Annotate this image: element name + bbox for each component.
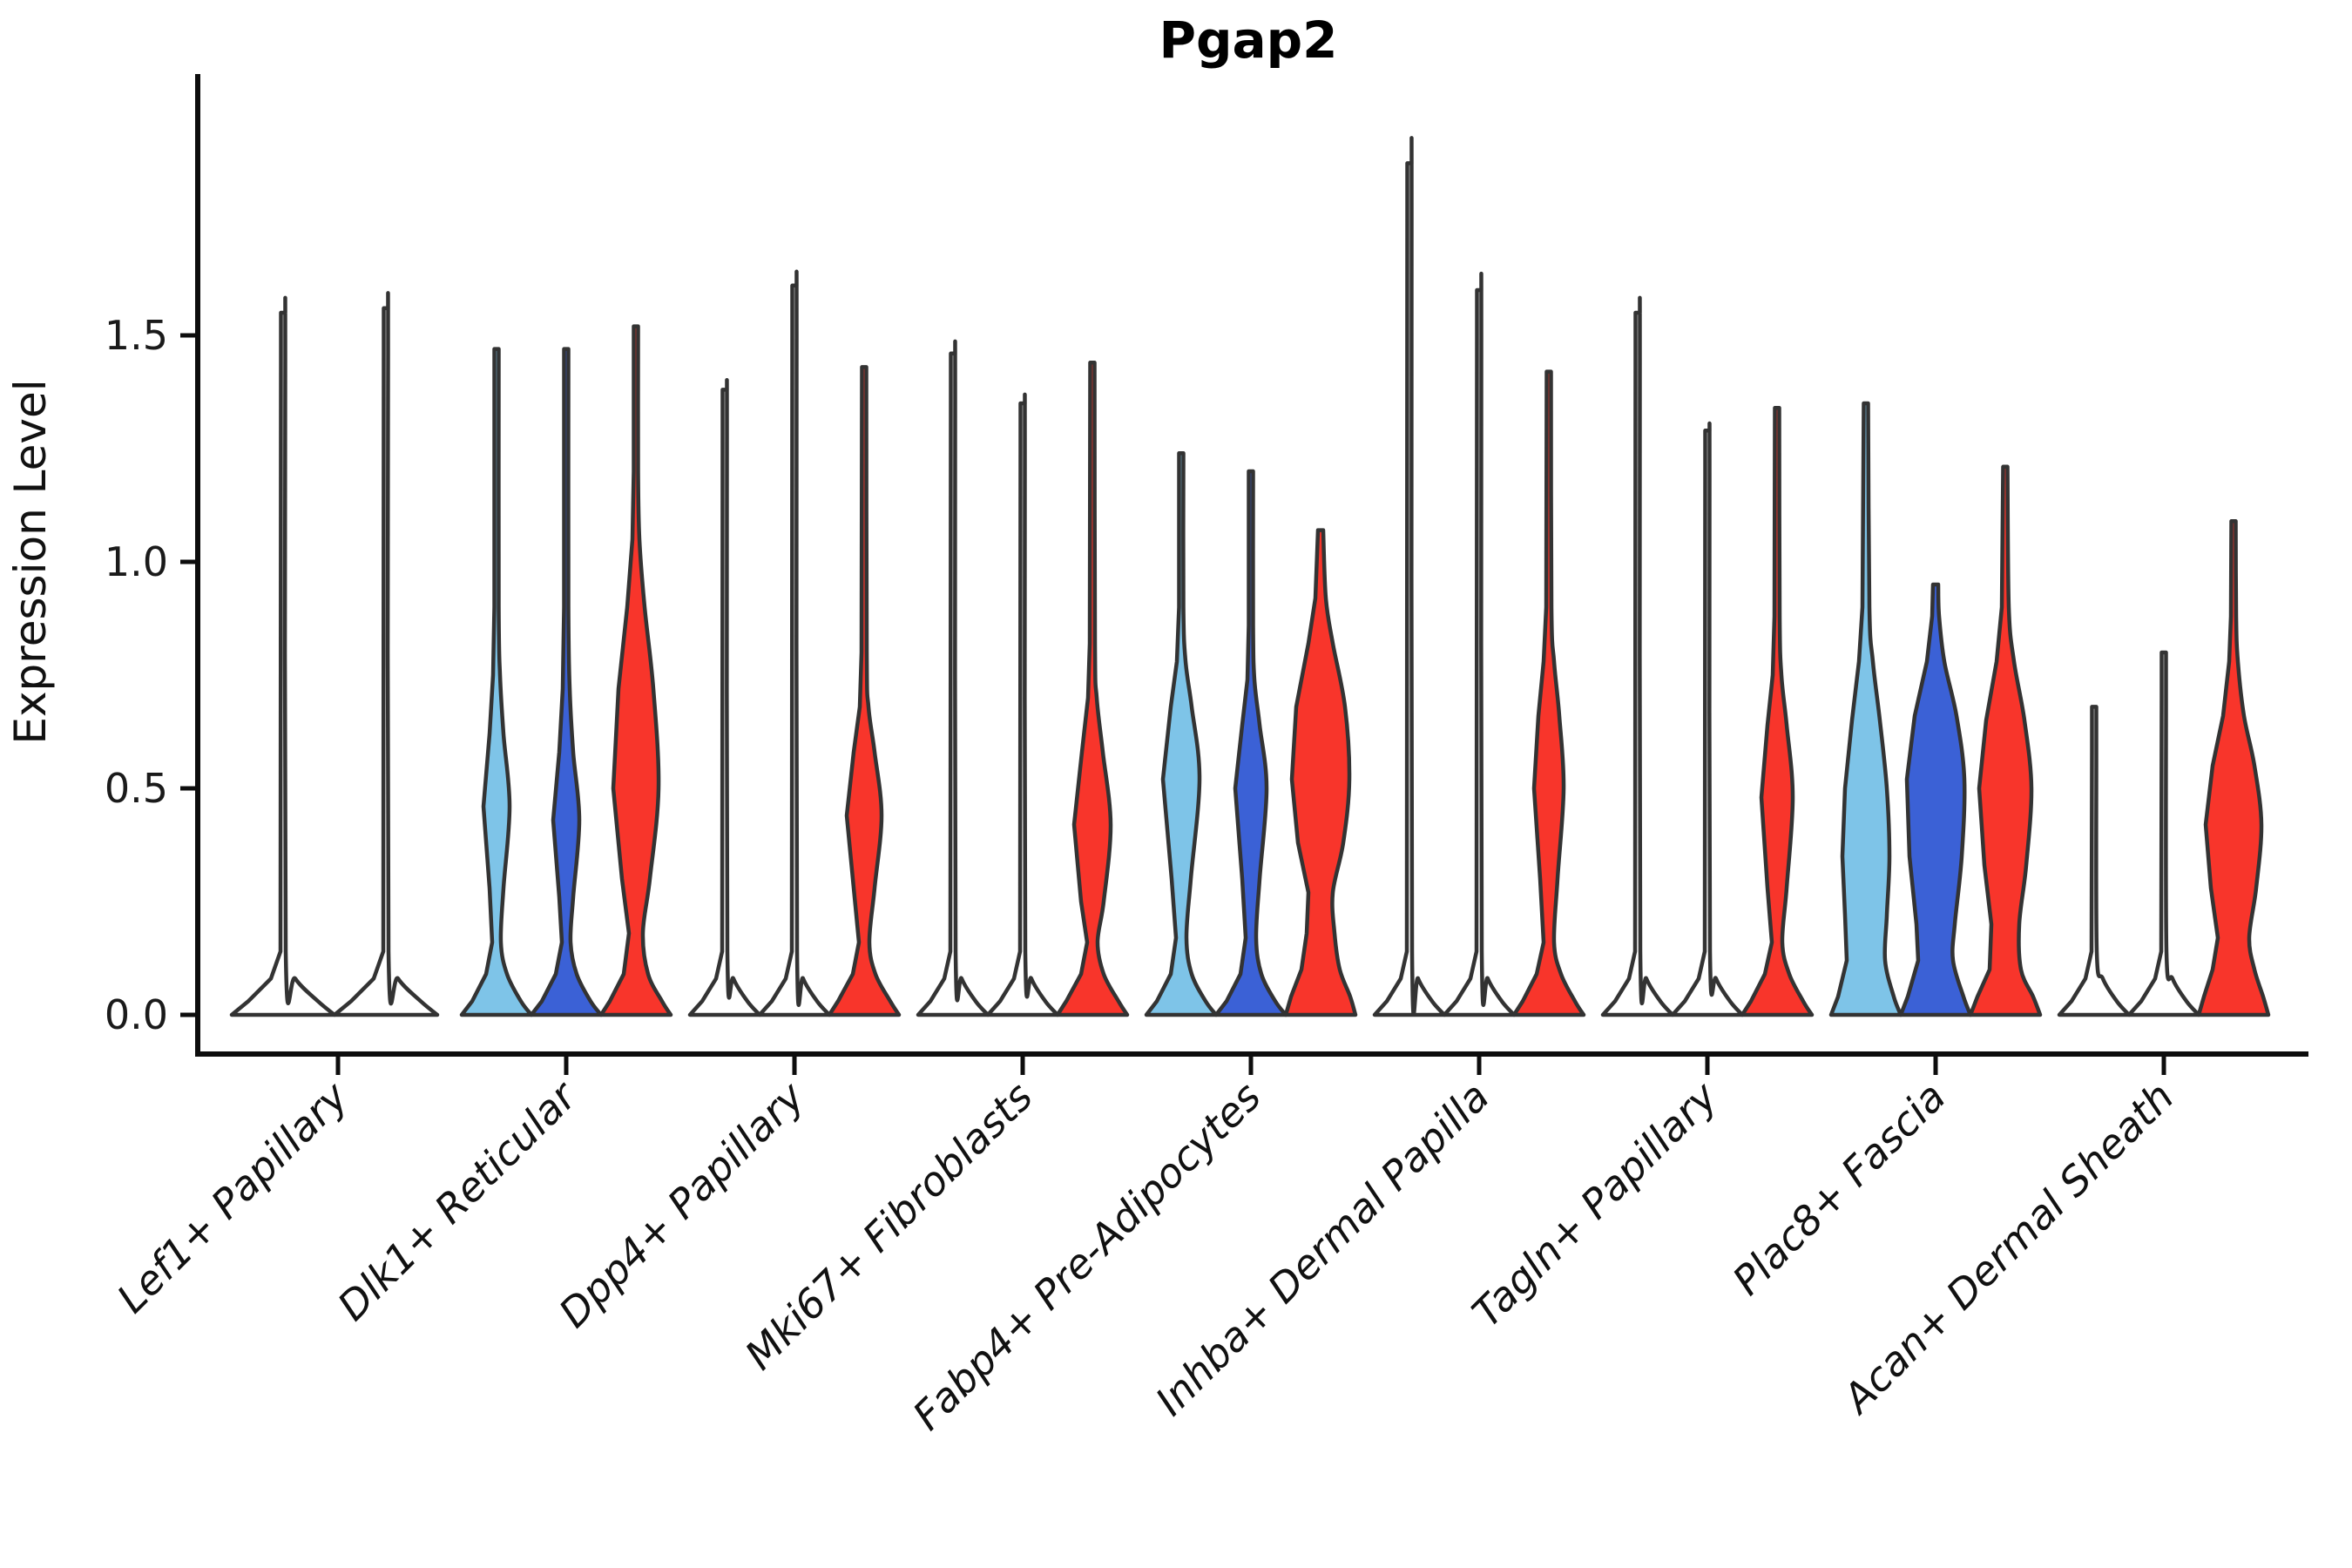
x-tick-label: Lef1+ Papillary (108, 1072, 357, 1321)
violin-dpp4-papillary-2 (757, 269, 832, 1017)
violin-dlk1-reticular-2 (529, 347, 604, 1017)
violin-acan-dermal-sheath-3 (2196, 518, 2271, 1017)
violin-tagln-papillary-1 (1600, 295, 1675, 1017)
y-tick-label: 1.5 (105, 312, 168, 359)
violin-tagln-papillary-3 (1740, 405, 1815, 1017)
violin-lef1-papillary-1 (229, 295, 337, 1017)
violin-fabp4-pre-adipocytes-2 (1213, 469, 1288, 1017)
violin-inhba-dermal-papilla-3 (1511, 369, 1586, 1017)
chart-title: Pgap2 (1159, 10, 1337, 70)
violin-acan-dermal-sheath-2 (2126, 650, 2201, 1017)
x-tick-label: Tagln+ Papillary (1463, 1072, 1727, 1336)
violin-lef1-papillary-2 (332, 291, 440, 1017)
violin-mki67-fibroblasts-1 (916, 339, 990, 1017)
violin-plac8-fascia-3 (1968, 464, 2043, 1017)
violin-fabp4-pre-adipocytes-1 (1144, 450, 1219, 1017)
violin-dlk1-reticular-1 (459, 347, 534, 1017)
violin-fabp4-pre-adipocytes-3 (1283, 528, 1358, 1017)
violin-mki67-fibroblasts-2 (985, 392, 1060, 1017)
violin-dpp4-papillary-3 (827, 365, 902, 1017)
violin-plac8-fascia-1 (1828, 401, 1903, 1017)
violin-inhba-dermal-papilla-1 (1372, 136, 1447, 1017)
violin-plac8-fascia-2 (1898, 582, 1973, 1017)
violin-inhba-dermal-papilla-2 (1442, 272, 1517, 1017)
y-tick-label: 0.0 (105, 991, 168, 1038)
x-tick-label: Dlk1+ Reticular (328, 1071, 587, 1329)
violin-mki67-fibroblasts-3 (1055, 360, 1130, 1017)
y-tick-label: 0.5 (105, 765, 168, 812)
y-axis-label: Expression Level (5, 379, 56, 744)
violin-dpp4-papillary-1 (687, 378, 762, 1017)
y-tick-label: 1.0 (105, 538, 168, 585)
axes (180, 74, 2308, 1075)
violins (229, 136, 2271, 1017)
x-tick-label: Plac8+ Fascia (1723, 1073, 1954, 1304)
x-tick-label: Dpp4+ Papillary (550, 1072, 814, 1336)
violin-dlk1-reticular-3 (598, 324, 673, 1017)
violin-tagln-papillary-2 (1670, 421, 1745, 1017)
violin-acan-dermal-sheath-1 (2057, 705, 2132, 1017)
